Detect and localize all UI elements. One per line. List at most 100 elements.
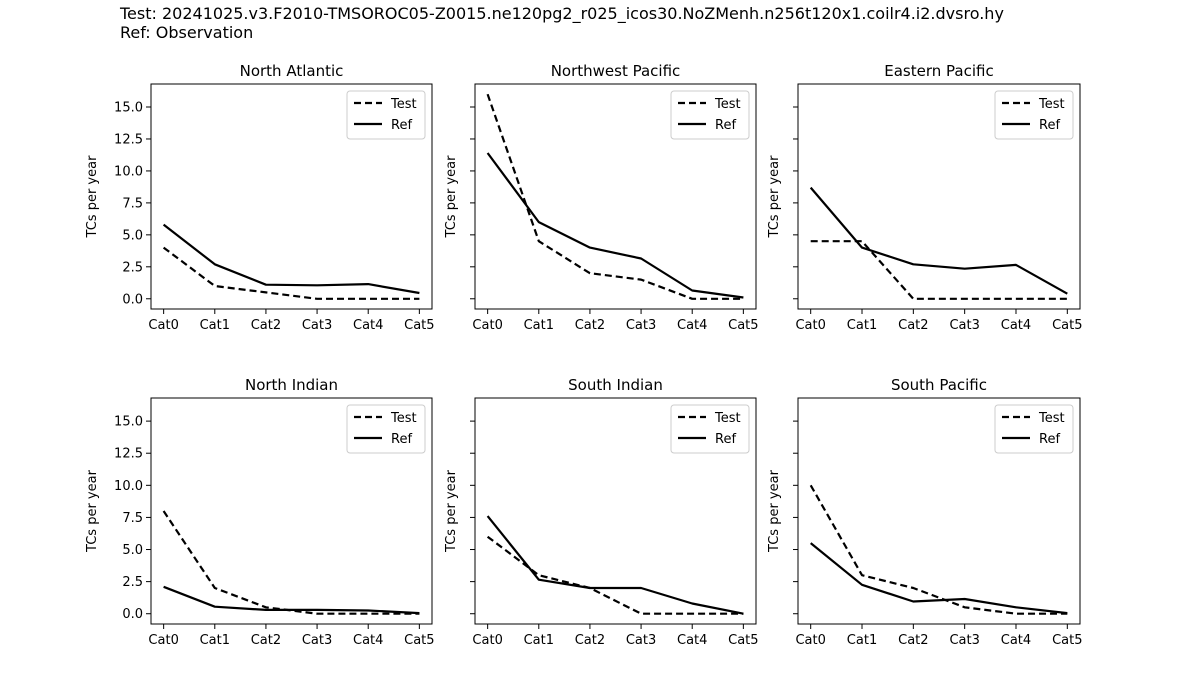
legend-label-test: Test [1038, 97, 1065, 112]
series-line-ref [486, 515, 744, 615]
legend-label-ref: Ref [715, 118, 736, 133]
y-axis-label: TCs per year [767, 155, 782, 239]
legend-label-test: Test [390, 97, 417, 112]
legend: Test Ref [670, 90, 750, 140]
series-line-ref [810, 542, 1068, 615]
legend-label-ref: Ref [391, 432, 412, 447]
chart-title: North Indian [245, 376, 338, 394]
x-tick-label: Cat2 [251, 633, 281, 648]
y-axis-label: TCs per year [444, 469, 459, 553]
legend-label-ref: Ref [1039, 118, 1060, 133]
x-tick-label: Cat2 [575, 318, 605, 333]
x-tick-label: Cat4 [1001, 633, 1031, 648]
x-tick-label: Cat0 [148, 318, 178, 333]
x-tick-label: Cat2 [251, 318, 281, 333]
y-tick-label: 12.5 [114, 447, 143, 462]
test-label: Test: 20241025.v3.F2010-TMSOROC05-Z0015.… [120, 4, 1004, 23]
x-tick-label: Cat0 [795, 633, 825, 648]
x-tick-label: Cat3 [949, 633, 979, 648]
chart-title: Eastern Pacific [884, 62, 993, 80]
x-tick-label: Cat3 [302, 318, 332, 333]
y-axis-label: TCs per year [85, 155, 100, 239]
x-tick-label: Cat3 [626, 318, 656, 333]
x-tick-label: Cat0 [148, 633, 178, 648]
x-tick-label: Cat5 [728, 633, 758, 648]
chart-panel-eastern-pacific: Eastern Pacific Cat0 Cat1 Cat2 Cat3 Cat4 Cat5 T… [767, 62, 1083, 333]
plot-frame [474, 397, 757, 625]
series-line-test [810, 240, 1068, 300]
y-tick-label: 2.5 [122, 575, 143, 590]
legend-label-ref: Ref [1039, 432, 1060, 447]
x-tick-label: Cat5 [404, 633, 434, 648]
legend: Test Ref [346, 404, 426, 454]
series-line-test [486, 535, 744, 615]
x-tick-label: Cat5 [404, 318, 434, 333]
plot-frame [150, 397, 433, 625]
figure-title: Test: 20241025.v3.F2010-TMSOROC05-Z0015.… [120, 4, 1004, 42]
x-tick-label: Cat1 [847, 318, 877, 333]
x-tick-label: Cat0 [795, 318, 825, 333]
plot-frame [797, 397, 1081, 625]
y-tick-label: 10.0 [114, 479, 143, 494]
plot-frame [797, 83, 1081, 310]
legend-label-test: Test [714, 411, 741, 426]
x-tick-label: Cat1 [524, 633, 554, 648]
x-tick-label: Cat3 [626, 633, 656, 648]
series-line-ref [486, 152, 744, 299]
chart-panel-north-atlantic: North Atlantic 0.0 2.5 5.0 7.5 10.0 12.5 15.0 Ca… [85, 62, 435, 333]
plot-frame [474, 83, 757, 310]
y-tick-label: 12.5 [114, 132, 143, 147]
x-tick-label: Cat4 [677, 318, 707, 333]
chart-panel-north-indian: North Indian 0.0 2.5 5.0 7.5 10.0 12.5 15.0 Cat0… [85, 376, 435, 648]
chart-panel-south-pacific: South Pacific Cat0 Cat1 Cat2 Cat3 Cat4 Cat5 TCs… [767, 376, 1083, 648]
chart-title: North Atlantic [240, 62, 344, 80]
x-tick-label: Cat4 [353, 318, 383, 333]
x-tick-label: Cat2 [898, 318, 928, 333]
x-tick-label: Cat5 [728, 318, 758, 333]
y-tick-label: 7.5 [122, 511, 143, 526]
ref-label: Ref: Observation [120, 23, 254, 42]
y-tick-label: 5.0 [122, 228, 143, 243]
x-tick-label: Cat0 [472, 318, 502, 333]
y-tick-label: 0.0 [122, 607, 143, 622]
y-tick-label: 15.0 [114, 415, 143, 430]
x-tick-label: Cat4 [1001, 318, 1031, 333]
plot-frame [150, 83, 433, 310]
x-tick-label: Cat2 [898, 633, 928, 648]
legend-label-test: Test [714, 97, 741, 112]
y-axis-label: TCs per year [85, 469, 100, 553]
x-tick-label: Cat1 [524, 318, 554, 333]
series-line-ref [163, 585, 420, 615]
x-tick-label: Cat1 [847, 633, 877, 648]
legend: Test Ref [346, 90, 426, 140]
chart-title: South Pacific [891, 376, 987, 394]
legend-label-ref: Ref [391, 118, 412, 133]
y-tick-label: 0.0 [122, 292, 143, 307]
series-line-ref [809, 186, 1068, 295]
y-axis-label: TCs per year [444, 155, 459, 239]
x-tick-label: Cat5 [1052, 318, 1082, 333]
legend: Test Ref [670, 404, 750, 454]
series-line-test [809, 484, 1068, 615]
legend: Test Ref [994, 90, 1074, 140]
series-line-test [162, 246, 420, 300]
y-tick-label: 2.5 [122, 260, 143, 275]
x-tick-label: Cat3 [302, 633, 332, 648]
chart-panel-northwest-pacific: Northwest Pacific Cat0 Cat1 Cat2 Cat3 Cat4 Cat… [444, 62, 759, 333]
y-tick-label: 15.0 [114, 101, 143, 116]
x-tick-label: Cat1 [200, 318, 230, 333]
chart-title: Northwest Pacific [551, 62, 681, 80]
y-tick-label: 10.0 [114, 164, 143, 179]
x-tick-label: Cat0 [472, 633, 502, 648]
series-line-ref [162, 223, 420, 295]
x-tick-label: Cat4 [353, 633, 383, 648]
legend-label-test: Test [1038, 411, 1065, 426]
y-tick-label: 7.5 [122, 196, 143, 211]
y-axis-label: TCs per year [767, 469, 782, 553]
legend-label-ref: Ref [715, 432, 736, 447]
series-line-test [162, 510, 420, 615]
legend-label-test: Test [390, 411, 417, 426]
x-tick-label: Cat4 [677, 633, 707, 648]
x-tick-label: Cat2 [575, 633, 605, 648]
